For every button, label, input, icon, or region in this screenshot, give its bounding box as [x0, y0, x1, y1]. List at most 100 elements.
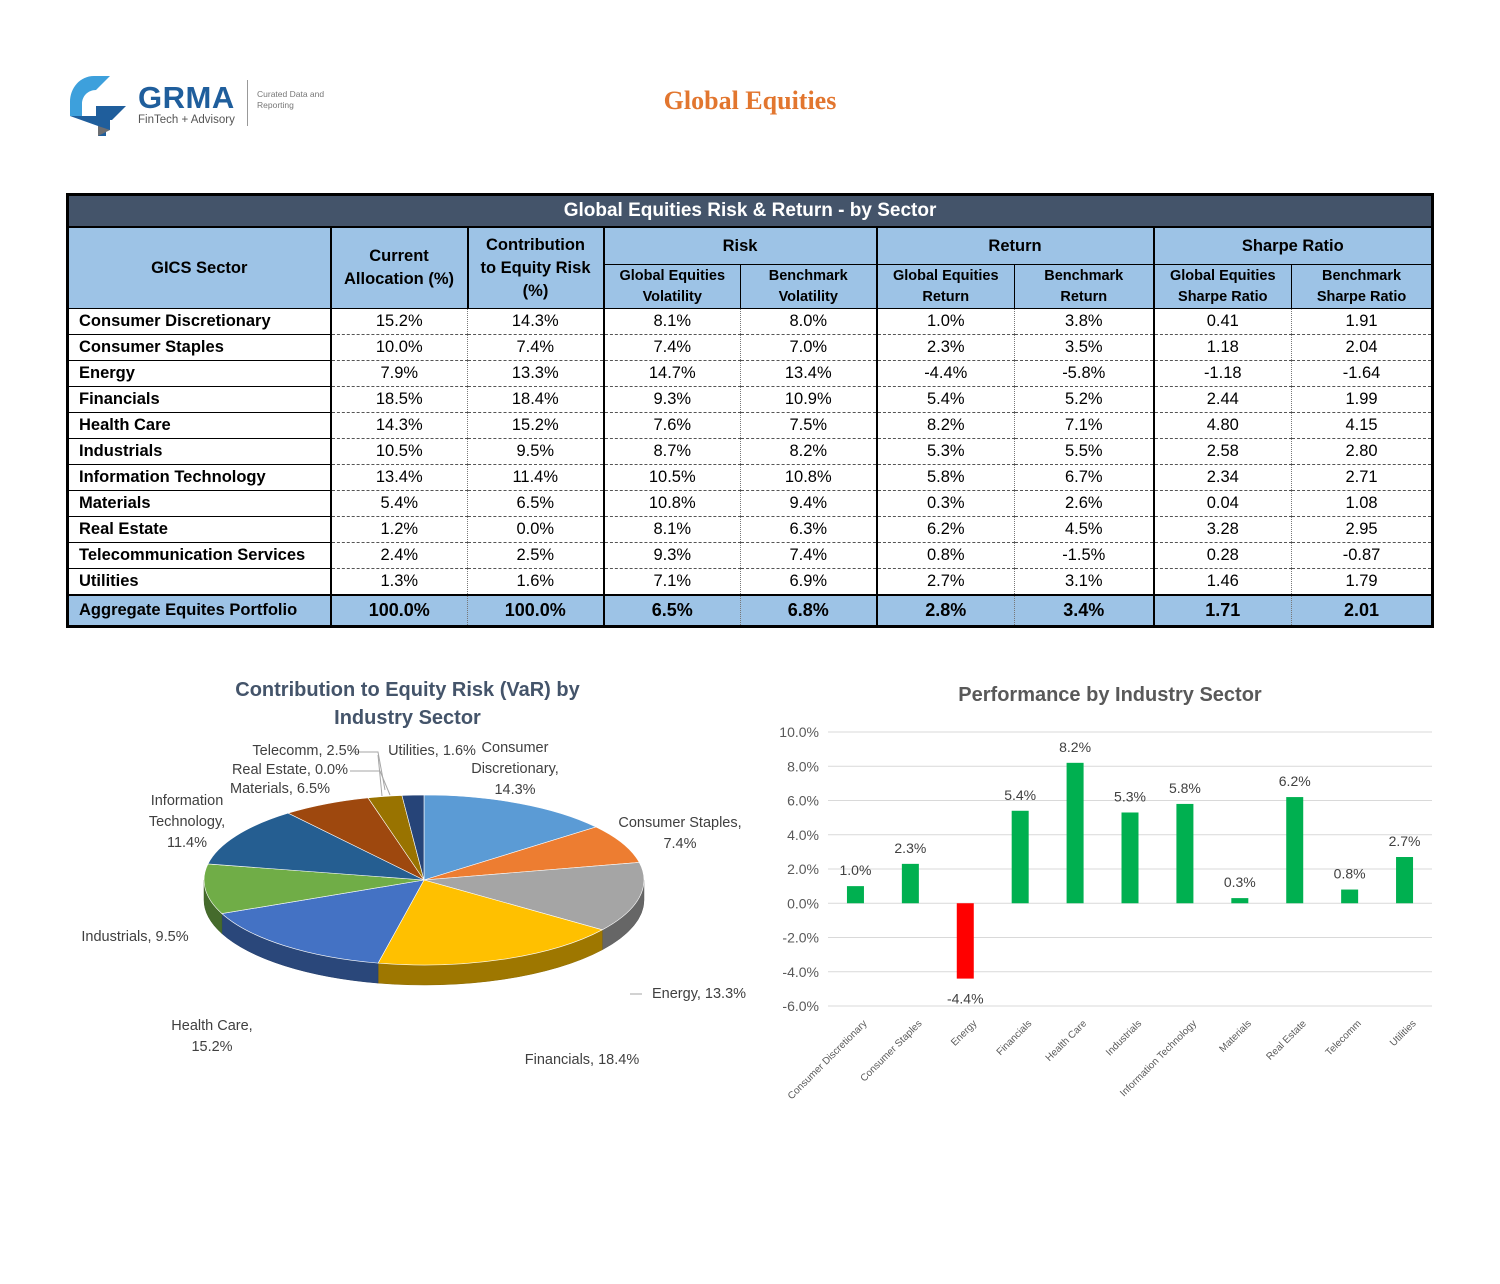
x-tick-label: Financials [995, 1018, 1035, 1058]
bar [1341, 889, 1359, 904]
table-cell: 8.1% [603, 308, 741, 335]
header-sharpe: Sharpe Ratio [1152, 226, 1434, 265]
table-cell: 1.18 [1153, 334, 1292, 361]
grma-logo: GRMA FinTech + Advisory Curated Data and… [66, 72, 326, 142]
table-cell: 5.8% [876, 464, 1015, 491]
table-cell: -1.5% [1014, 542, 1155, 569]
bar [846, 886, 864, 904]
table-cell: 1.46 [1153, 568, 1292, 596]
sector-name: Industrials [67, 438, 332, 465]
table-cell: 2.44 [1153, 386, 1292, 413]
table-cell: 6.9% [740, 568, 878, 596]
pie-top [203, 794, 645, 966]
table-cell: 2.4% [330, 542, 468, 569]
risk-return-table: Global Equities Risk & Return - by Secto… [66, 193, 1435, 628]
pie-chart-title: Contribution to Equity Risk (VaR) by Ind… [235, 679, 580, 729]
header-allocation: Current Allocation (%) [330, 226, 469, 309]
table-cell: 14.3% [467, 308, 605, 335]
table-cell: -1.64 [1291, 360, 1434, 387]
table-cell: 7.4% [467, 334, 605, 361]
pie-slice [423, 794, 597, 881]
table-row: Telecommunication Services 2.4% 2.5% 9.3% 7.… [67, 542, 1434, 569]
sector-name: Energy [67, 360, 332, 387]
table-cell: 10.8% [740, 464, 878, 491]
table-cell: 2.34 [1153, 464, 1292, 491]
bar [1231, 898, 1249, 904]
bar-data-label: 2.7% [1389, 833, 1421, 849]
pie-slice [203, 863, 425, 914]
table-cell: 13.3% [467, 360, 605, 387]
table-row: Financials 18.5% 18.4% 9.3% 10.9% 5.4% 5.2% 2.4… [67, 386, 1434, 413]
pie-data-label: Utilities, 1.6% [388, 743, 476, 759]
table-cell: 7.4% [603, 334, 741, 361]
pie-data-label: Information Technology, 11.4% [149, 793, 225, 851]
table-cell: 4.5% [1014, 516, 1155, 543]
table-cell: -0.87 [1291, 542, 1434, 569]
table-cell: 6.7% [1014, 464, 1155, 491]
table-cell: 8.1% [603, 516, 741, 543]
table-cell: 14.3% [330, 412, 468, 439]
x-tick-label: Telecomm [1324, 1018, 1364, 1058]
sector-name: Consumer Discretionary [67, 308, 332, 335]
y-tick-label: 0.0% [787, 895, 819, 911]
table-cell: 1.91 [1291, 308, 1434, 335]
table-cell: 0.04 [1153, 490, 1292, 517]
table-cell: 4.15 [1291, 412, 1434, 439]
table-cell: 7.9% [330, 360, 468, 387]
table-cell: 4.80 [1153, 412, 1292, 439]
table-cell: 18.4% [467, 386, 605, 413]
table-cell: 7.1% [603, 568, 741, 596]
x-tick-label: Health Care [1044, 1018, 1090, 1064]
table-cell: 7.4% [740, 542, 878, 569]
table-cell: 2.01 [1291, 594, 1434, 627]
sector-name: Financials [67, 386, 332, 413]
table-cell: -5.8% [1014, 360, 1155, 387]
y-tick-label: -2.0% [782, 930, 819, 946]
table-cell: 9.4% [740, 490, 878, 517]
bar-data-label: 0.8% [1334, 866, 1366, 882]
table-row: Industrials 10.5% 9.5% 8.7% 8.2% 5.3% 5.5% 2.58… [67, 438, 1434, 465]
page-title: Global Equities [663, 86, 837, 115]
sector-name: Information Technology [67, 464, 332, 491]
logo-subtitle: FinTech + Advisory [138, 114, 235, 126]
pie-leader-line [377, 754, 383, 797]
table-row: Materials 5.4% 6.5% 10.8% 9.4% 0.3% 2.6% 0.04 1.… [67, 490, 1434, 517]
bar-series [846, 762, 1414, 979]
x-tick-label: Materials [1217, 1018, 1253, 1054]
table-row: Consumer Discretionary 15.2% 14.3% 8.1% 8.0%… [67, 308, 1434, 335]
pie-data-label: Energy, 13.3% [652, 986, 746, 1002]
pie-data-label: Financials, 18.4% [525, 1052, 640, 1068]
y-tick-label: 2.0% [787, 861, 819, 877]
table-cell: 6.2% [876, 516, 1015, 543]
bar-data-label: 8.2% [1059, 739, 1091, 755]
table-cell: 11.4% [467, 464, 605, 491]
x-tick-label: Consumer Staples [859, 1018, 925, 1084]
table-cell: 2.5% [467, 542, 605, 569]
sector-performance-bar-chart: 10.0% 8.0% 6.0% 4.0% 2.0% 0.0% -2.0% -4.0% -6.0%… [779, 724, 1432, 1102]
header-ge-volatility: Global Equities Volatility [603, 264, 741, 309]
bar-data-label: 2.3% [894, 840, 926, 856]
header-ge-return: Global Equities Return [876, 264, 1015, 309]
bar-data-label: 0.3% [1224, 874, 1256, 890]
y-tick-label: -6.0% [782, 998, 819, 1014]
table-cell: 14.7% [603, 360, 741, 387]
table-cell: 5.5% [1014, 438, 1155, 465]
sector-name: Telecommunication Services [67, 542, 332, 569]
y-tick-label: 4.0% [787, 827, 819, 843]
table-cell: 6.5% [603, 594, 741, 627]
logo-tagline: Curated Data and Reporting [257, 89, 325, 110]
aggregate-row: Aggregate Equites Portfolio 100.0% 100.0% 6… [67, 594, 1434, 627]
table-cell: 8.2% [740, 438, 878, 465]
logo-divider [247, 80, 248, 126]
pie-slice [377, 879, 604, 966]
bar-data-label: 5.4% [1004, 787, 1036, 803]
table-cell: 9.3% [603, 386, 741, 413]
header-sector: GICS Sector [67, 226, 332, 309]
table-cell: 7.0% [740, 334, 878, 361]
y-tick-label: 10.0% [779, 724, 819, 740]
table-cell: 10.5% [603, 464, 741, 491]
table-cell: 8.2% [876, 412, 1015, 439]
table-cell: 100.0% [467, 594, 605, 627]
header-bm-return: Benchmark Return [1014, 264, 1155, 309]
table-cell: 2.6% [1014, 490, 1155, 517]
